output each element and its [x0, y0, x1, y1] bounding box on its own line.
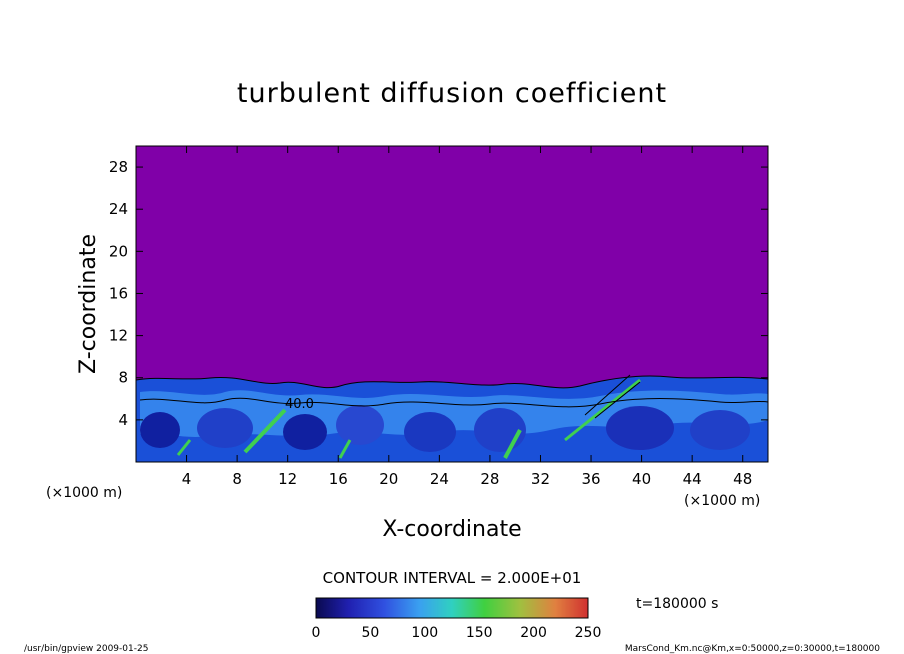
time-label: t=180000 s — [636, 596, 718, 612]
x-tick-label: 16 — [329, 470, 348, 488]
chart-title: turbulent diffusion coefficient — [237, 78, 667, 109]
colorbar-tick-label: 250 — [575, 625, 602, 641]
colorbar — [315, 597, 589, 619]
eddy — [140, 412, 180, 448]
y-axis-label: Z-coordinate — [76, 234, 101, 374]
green-streak — [176, 439, 192, 456]
eddy — [690, 410, 750, 450]
y-tick-label: 16 — [109, 284, 128, 302]
colorbar-tick-label: 200 — [520, 625, 547, 641]
x-tick-label: 24 — [430, 470, 449, 488]
x-tick-label: 44 — [683, 470, 702, 488]
colorbar-ticks: 0 50 100 150 200 250 — [312, 625, 602, 641]
colorbar-tick-label: 50 — [361, 625, 379, 641]
x-tick-label: 48 — [733, 470, 752, 488]
x-tick-label: 36 — [581, 470, 600, 488]
x-tick-label: 4 — [182, 470, 192, 488]
x-tick-label: 12 — [278, 470, 297, 488]
contour-line — [139, 397, 768, 408]
y-tick-label: 20 — [109, 242, 128, 260]
y-tick-label: 28 — [109, 158, 128, 176]
colorbar-tick-label: 100 — [411, 625, 438, 641]
x-axis: 4 8 12 16 20 24 28 32 36 40 44 48 — [182, 146, 752, 488]
x-unit-left: (×1000 m) — [46, 485, 122, 501]
eddy — [197, 408, 253, 448]
y-tick-label: 24 — [109, 200, 128, 218]
contour-label: 40.0 — [285, 397, 314, 412]
x-tick-label: 32 — [531, 470, 550, 488]
colorbar-tick-label: 150 — [466, 625, 493, 641]
contour-interval: CONTOUR INTERVAL = 2.000E+01 — [323, 569, 582, 587]
green-streak — [338, 439, 352, 459]
green-streak — [503, 429, 522, 459]
x-unit-right: (×1000 m) — [684, 493, 760, 509]
y-tick-label: 4 — [118, 411, 128, 429]
footer-left: /usr/bin/gpview 2009-01-25 — [24, 644, 148, 654]
eddy — [283, 414, 327, 450]
plot-frame — [135, 145, 769, 463]
y-axis: 4 8 12 16 20 24 28 — [109, 158, 768, 429]
eddy — [404, 412, 456, 452]
contour-line — [584, 374, 641, 419]
x-tick-label: 20 — [379, 470, 398, 488]
x-tick-label: 28 — [480, 470, 499, 488]
green-streak — [243, 408, 287, 454]
colorbar-tick-label: 0 — [312, 625, 321, 641]
x-axis-label: X-coordinate — [382, 517, 521, 542]
footer-right: MarsCond_Km.nc@Km,x=0:50000,z=0:30000,t=… — [625, 644, 880, 654]
eddy — [336, 405, 384, 445]
eddy — [606, 406, 674, 450]
y-tick-label: 8 — [118, 369, 128, 387]
x-tick-label: 8 — [232, 470, 242, 488]
plot-area — [136, 146, 768, 462]
y-tick-label: 12 — [109, 327, 128, 345]
x-tick-label: 40 — [632, 470, 651, 488]
contour-line — [136, 375, 768, 389]
green-streak — [564, 378, 641, 442]
